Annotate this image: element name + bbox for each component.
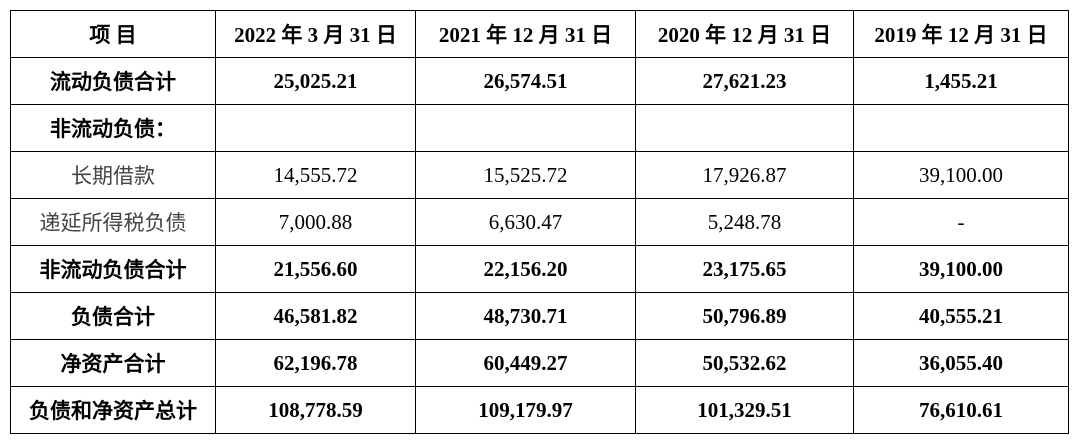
value-cell: 23,175.65 bbox=[635, 245, 854, 293]
value-cell: 76,610.61 bbox=[853, 386, 1069, 434]
value-cell: - bbox=[853, 198, 1069, 246]
value-cell: 7,000.88 bbox=[215, 198, 416, 246]
row-label: 递延所得税负债 bbox=[10, 198, 216, 246]
table-row: 非流动负债合计 21,556.60 22,156.20 23,175.65 39,100… bbox=[10, 245, 1069, 293]
value-cell: 108,778.59 bbox=[215, 386, 416, 434]
header-cell: 2019 年 12 月 31 日 bbox=[853, 10, 1069, 58]
value-cell: 25,025.21 bbox=[215, 57, 416, 105]
value-cell: 50,532.62 bbox=[635, 339, 854, 387]
value-cell: 39,100.00 bbox=[853, 245, 1069, 293]
value-cell: 48,730.71 bbox=[415, 292, 636, 340]
value-cell: 27,621.23 bbox=[635, 57, 854, 105]
value-cell: 5,248.78 bbox=[635, 198, 854, 246]
empty-cell bbox=[215, 104, 416, 152]
value-cell: 15,525.72 bbox=[415, 151, 636, 199]
header-cell: 项 目 bbox=[10, 10, 216, 58]
value-cell: 1,455.21 bbox=[853, 57, 1069, 105]
value-cell: 101,329.51 bbox=[635, 386, 854, 434]
value-cell: 36,055.40 bbox=[853, 339, 1069, 387]
value-cell: 22,156.20 bbox=[415, 245, 636, 293]
header-row: 项 目 2022 年 3 月 31 日 2021 年 12 月 31 日 2020 年… bbox=[10, 10, 1069, 58]
value-cell: 39,100.00 bbox=[853, 151, 1069, 199]
row-label: 非流动负债合计 bbox=[10, 245, 216, 293]
table-row: 长期借款 14,555.72 15,525.72 17,926.87 39,100.00 bbox=[10, 151, 1069, 199]
value-cell: 17,926.87 bbox=[635, 151, 854, 199]
header-cell: 2020 年 12 月 31 日 bbox=[635, 10, 854, 58]
header-cell: 2021 年 12 月 31 日 bbox=[415, 10, 636, 58]
table-row: 净资产合计 62,196.78 60,449.27 50,532.62 36,055.4… bbox=[10, 339, 1069, 387]
row-label: 净资产合计 bbox=[10, 339, 216, 387]
row-label: 负债合计 bbox=[10, 292, 216, 340]
table-row: 非流动负债： bbox=[10, 104, 1069, 152]
row-label: 长期借款 bbox=[10, 151, 216, 199]
row-label: 负债和净资产总计 bbox=[10, 386, 216, 434]
table-row: 流动负债合计 25,025.21 26,574.51 27,621.23 1,455.2… bbox=[10, 57, 1069, 105]
empty-cell bbox=[415, 104, 636, 152]
table-row: 负债合计 46,581.82 48,730.71 50,796.89 40,555.21 bbox=[10, 292, 1069, 340]
empty-cell bbox=[635, 104, 854, 152]
balance-table: 项 目 2022 年 3 月 31 日 2021 年 12 月 31 日 2020 年… bbox=[10, 10, 1069, 434]
row-label: 非流动负债： bbox=[10, 104, 216, 152]
value-cell: 40,555.21 bbox=[853, 292, 1069, 340]
value-cell: 21,556.60 bbox=[215, 245, 416, 293]
value-cell: 14,555.72 bbox=[215, 151, 416, 199]
table-row: 递延所得税负债 7,000.88 6,630.47 5,248.78- bbox=[10, 198, 1069, 246]
value-cell: 50,796.89 bbox=[635, 292, 854, 340]
row-label: 流动负债合计 bbox=[10, 57, 216, 105]
table-row: 负债和净资产总计 108,778.59 109,179.97 101,329.51 76… bbox=[10, 386, 1069, 434]
value-cell: 60,449.27 bbox=[415, 339, 636, 387]
value-cell: 109,179.97 bbox=[415, 386, 636, 434]
value-cell: 26,574.51 bbox=[415, 57, 636, 105]
value-cell: 46,581.82 bbox=[215, 292, 416, 340]
value-cell: 62,196.78 bbox=[215, 339, 416, 387]
header-cell: 2022 年 3 月 31 日 bbox=[215, 10, 416, 58]
empty-cell bbox=[853, 104, 1069, 152]
value-cell: 6,630.47 bbox=[415, 198, 636, 246]
